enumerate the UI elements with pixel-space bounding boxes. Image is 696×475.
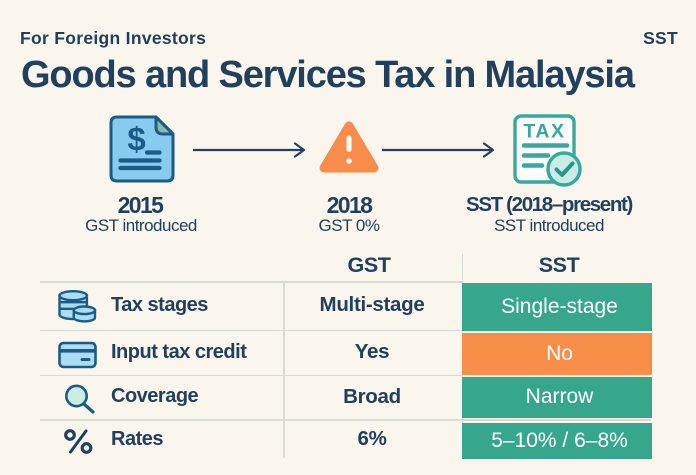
svg-text:$: $: [127, 121, 145, 158]
svg-text:TAX: TAX: [523, 121, 565, 143]
